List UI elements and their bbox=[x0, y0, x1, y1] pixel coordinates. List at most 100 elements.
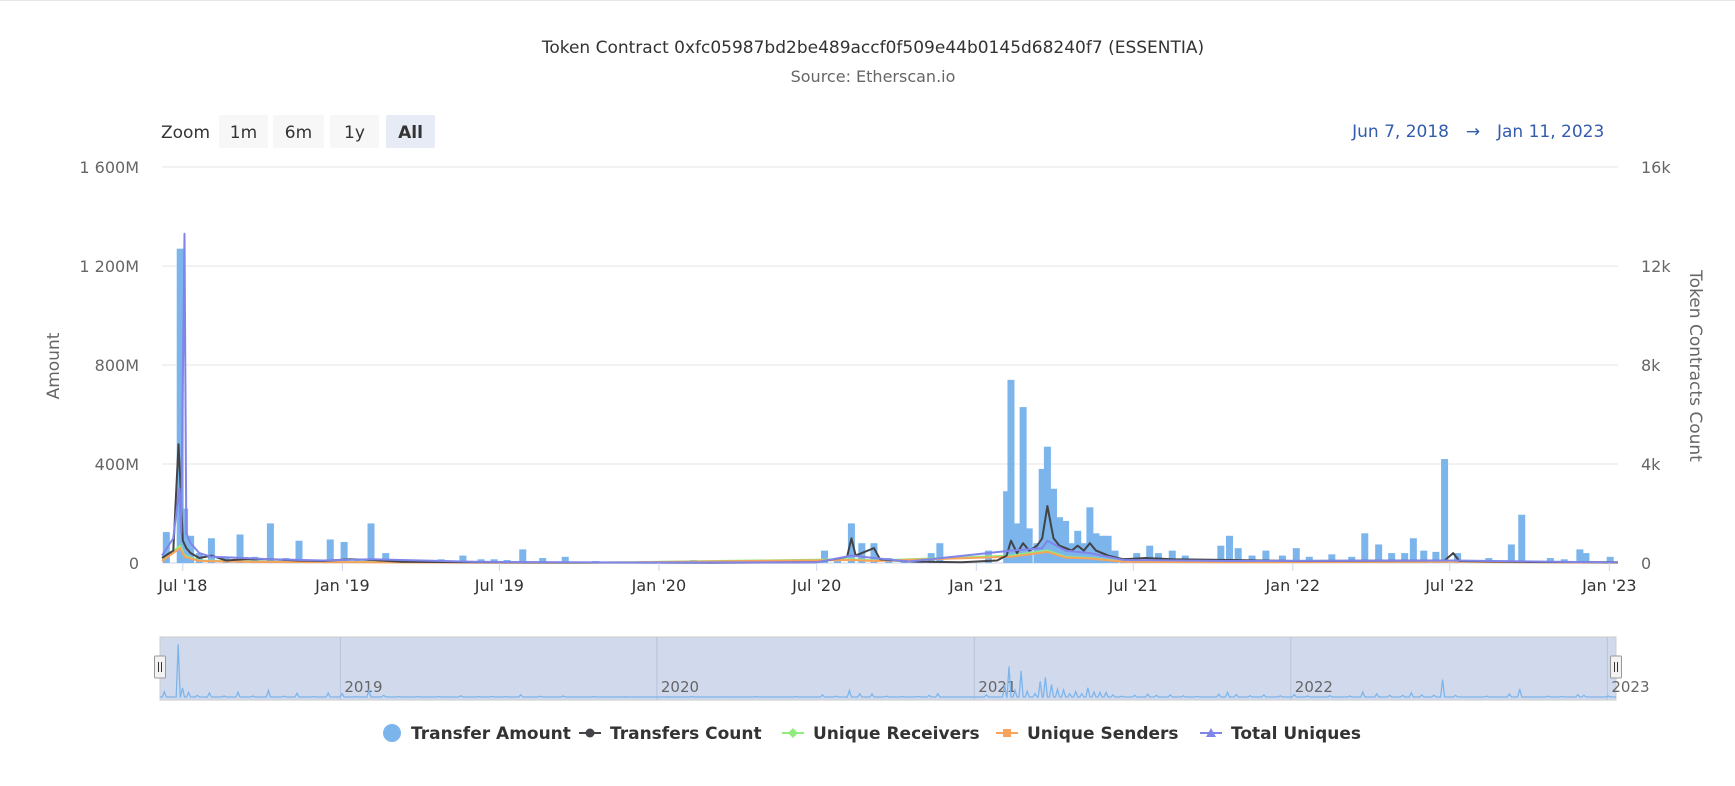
range-to[interactable]: Jan 11, 2023 bbox=[1496, 122, 1604, 142]
legend-item[interactable]: Transfers Count bbox=[579, 724, 762, 744]
transfer-amount-bar bbox=[1262, 550, 1270, 563]
x-axis: Jul '18 Jan '19 Jul '19 Jan '20 Jul '20 Jan '… bbox=[157, 563, 1637, 595]
transfer-amount-bar bbox=[1328, 554, 1336, 563]
transfer-amount-bar bbox=[1507, 544, 1515, 563]
x-tick-label: Jan '23 bbox=[1581, 576, 1637, 595]
y-left-tick-label: 1 200M bbox=[79, 257, 139, 276]
zoom-label: Zoom bbox=[161, 123, 210, 143]
legend: Transfer Amount Transfers Count Unique Rec… bbox=[383, 724, 1361, 744]
y-axis-right: 0 4k 8k 12k 16k bbox=[1641, 158, 1671, 573]
transfer-amount-bar bbox=[1606, 556, 1614, 563]
transfer-amount-bar bbox=[1518, 514, 1526, 563]
zoom-button-bg bbox=[273, 115, 324, 148]
y-left-tick-label: 400M bbox=[95, 455, 139, 474]
navigator-left-handle[interactable] bbox=[154, 655, 166, 679]
zoom-button-label: All bbox=[398, 123, 423, 143]
navigator-right-handle[interactable] bbox=[1610, 655, 1622, 679]
navigator-year-label: 2019 bbox=[344, 678, 382, 696]
transfer-amount-bar bbox=[1025, 528, 1033, 563]
zoom-button-1y[interactable]: 1y bbox=[330, 115, 379, 148]
transfer-amount-bar bbox=[295, 540, 303, 563]
transfer-amount-bars bbox=[162, 248, 1614, 564]
transfer-amount-bar bbox=[1292, 548, 1300, 563]
x-tick-label: Jul '22 bbox=[1424, 576, 1474, 595]
y-axis-left-title: Amount bbox=[44, 332, 64, 399]
transfer-amount-bar bbox=[519, 549, 527, 563]
x-tick-label: Jul '21 bbox=[1108, 576, 1158, 595]
navigator-series-line bbox=[160, 644, 1616, 698]
navigator-year-label: 2020 bbox=[661, 678, 699, 696]
legend-item[interactable]: Unique Senders bbox=[996, 724, 1179, 744]
x-tick-label: Jan '19 bbox=[314, 576, 370, 595]
legend-item[interactable]: Transfer Amount bbox=[383, 724, 571, 744]
transfer-amount-bar bbox=[459, 555, 467, 563]
transfer-amount-bar bbox=[1234, 548, 1242, 563]
transfer-amount-bar bbox=[561, 556, 569, 563]
range-from[interactable]: Jun 7, 2018 bbox=[1351, 122, 1449, 142]
transfer-amount-bar bbox=[936, 543, 944, 563]
zoom-button-All[interactable]: All bbox=[386, 115, 435, 148]
legend-label: Transfers Count bbox=[610, 724, 762, 744]
transfer-amount-bar bbox=[187, 535, 195, 563]
grid-lines bbox=[162, 166, 1618, 564]
transfer-amount-bar bbox=[1098, 535, 1106, 563]
transfer-amount-bar bbox=[176, 248, 184, 564]
y-left-tick-label: 800M bbox=[95, 356, 139, 375]
x-tick-label: Jul '18 bbox=[157, 576, 207, 595]
total-uniques-line bbox=[161, 232, 1619, 564]
transfer-amount-bar bbox=[1062, 520, 1070, 563]
navigator[interactable]: 2019 2020 2021 2022 2023 bbox=[154, 636, 1650, 701]
zoom-button-label: 1m bbox=[230, 123, 257, 143]
transfer-amount-bar bbox=[1375, 544, 1383, 563]
unique-senders-line bbox=[161, 547, 1619, 564]
transfer-amount-bar bbox=[870, 543, 878, 563]
transfer-amount-bar bbox=[236, 534, 244, 563]
transfer-amount-bar bbox=[1441, 459, 1449, 563]
x-tick-label: Jan '21 bbox=[948, 576, 1004, 595]
navigator-year-label: 2023 bbox=[1611, 678, 1649, 696]
transfer-amount-bar bbox=[1003, 491, 1011, 563]
y-right-tick-label: 12k bbox=[1641, 257, 1671, 276]
transfer-amount-bar bbox=[1104, 535, 1112, 563]
transfer-amount-bar bbox=[1007, 379, 1015, 563]
transfer-amount-bar bbox=[1092, 533, 1100, 563]
zoom-button-bg bbox=[219, 115, 268, 148]
transfer-amount-bar bbox=[1226, 535, 1234, 563]
transfers-count-line bbox=[161, 443, 1619, 564]
transfer-amount-bar bbox=[1546, 558, 1554, 563]
transfer-amount-bar bbox=[1068, 543, 1076, 563]
y-right-tick-label: 4k bbox=[1641, 455, 1661, 474]
transfer-amount-bar bbox=[340, 541, 348, 563]
transfer-amount-bar bbox=[1168, 550, 1176, 563]
range-arrow-icon: → bbox=[1466, 122, 1480, 142]
transfer-amount-bar bbox=[1576, 549, 1584, 563]
transfer-amount-bar bbox=[382, 553, 390, 563]
legend-square-icon bbox=[1003, 729, 1011, 737]
transfer-amount-bar bbox=[1582, 553, 1590, 563]
zoom-button-bg bbox=[330, 115, 379, 148]
zoom-controls: Zoom 1m 6m 1y All bbox=[161, 115, 435, 148]
transfer-amount-bar bbox=[207, 538, 215, 563]
zoom-button-6m[interactable]: 6m bbox=[273, 115, 324, 148]
chart-subtitle: Source: Etherscan.io bbox=[791, 67, 956, 86]
y-right-tick-label: 16k bbox=[1641, 158, 1671, 177]
transfer-amount-bar bbox=[326, 539, 334, 563]
transfer-amount-bar bbox=[1217, 545, 1225, 563]
legend-item[interactable]: Unique Receivers bbox=[782, 724, 980, 744]
x-tick-label: Jan '22 bbox=[1265, 576, 1321, 595]
legend-label: Unique Senders bbox=[1027, 724, 1179, 744]
y-right-tick-label: 8k bbox=[1641, 356, 1661, 375]
y-left-tick-label: 1 600M bbox=[79, 158, 139, 177]
y-left-tick-label: 0 bbox=[129, 554, 139, 573]
legend-item[interactable]: Total Uniques bbox=[1200, 724, 1361, 744]
transfer-amount-bar bbox=[1420, 550, 1428, 563]
legend-circle-icon bbox=[383, 724, 401, 742]
transfer-amount-bar bbox=[1049, 488, 1057, 563]
transfer-amount-bar bbox=[1038, 468, 1046, 563]
transfer-amount-bar bbox=[1056, 517, 1064, 563]
y-axis-left: 0 400M 800M 1 200M 1 600M bbox=[79, 158, 139, 573]
zoom-button-1m[interactable]: 1m bbox=[219, 115, 268, 148]
handle-box bbox=[154, 655, 166, 679]
transfer-amount-bar bbox=[266, 523, 274, 563]
